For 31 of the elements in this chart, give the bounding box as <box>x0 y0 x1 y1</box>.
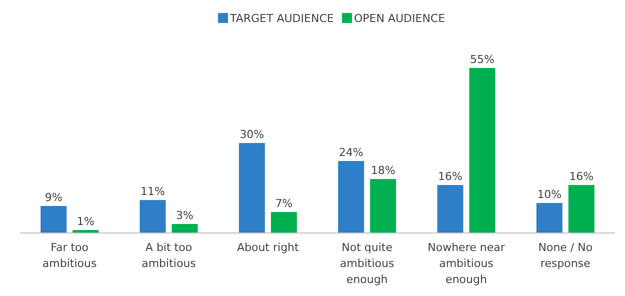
legend-label: TARGET AUDIENCE <box>229 12 334 25</box>
data-label: 24% <box>338 146 364 159</box>
bar <box>370 179 396 233</box>
data-label: 9% <box>44 191 62 204</box>
data-label: 10% <box>537 188 562 201</box>
data-label: 7% <box>275 197 293 210</box>
x-tick-label: None / No response <box>538 241 593 270</box>
bar <box>437 185 464 233</box>
data-label: 16% <box>438 170 462 183</box>
legend-label: OPEN AUDIENCE <box>354 12 446 25</box>
bar <box>172 224 198 233</box>
bar <box>536 203 562 233</box>
data-label: 16% <box>569 170 594 183</box>
data-label: 11% <box>140 185 165 198</box>
data-label: 30% <box>240 128 264 141</box>
x-tick-label: A bit too ambitious <box>142 241 196 270</box>
data-label: 3% <box>176 209 194 222</box>
bar <box>270 212 297 233</box>
x-tick-label: About right <box>236 241 300 254</box>
data-label: 55% <box>470 53 494 66</box>
data-label: 18% <box>370 164 396 177</box>
x-tick-label: Not quite ambitious enough <box>340 241 394 286</box>
bar <box>40 206 67 233</box>
data-label: 1% <box>76 215 94 228</box>
x-tick-label: Far too ambitious <box>42 241 97 270</box>
bar <box>238 143 265 233</box>
bar <box>338 161 364 233</box>
x-tick-label: Nowhere near ambitious enough <box>428 241 506 286</box>
bar <box>469 68 496 233</box>
bar <box>568 185 594 233</box>
bar <box>140 200 166 233</box>
